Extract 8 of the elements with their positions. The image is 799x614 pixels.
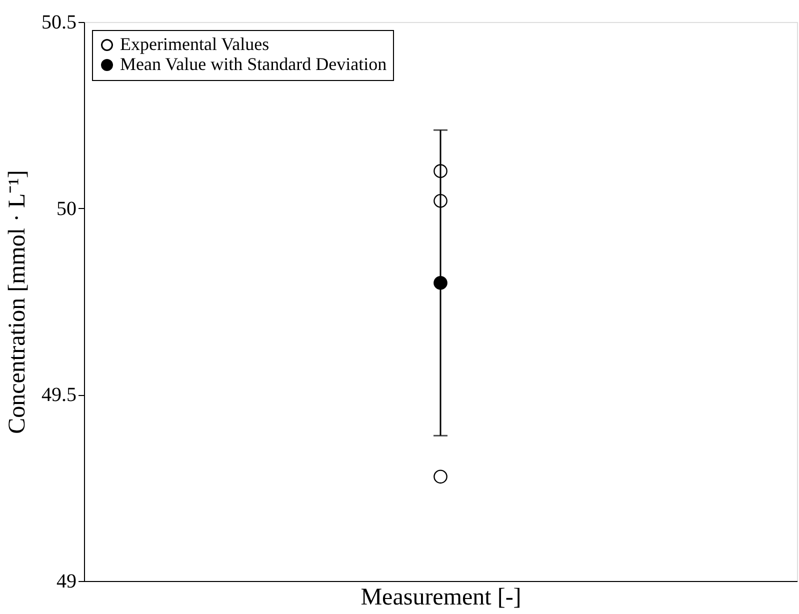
y-axis-title: Concentration [mmol · L⁻¹] xyxy=(4,170,30,434)
legend-label: Experimental Values xyxy=(120,34,270,54)
legend-label: Mean Value with Standard Deviation xyxy=(120,54,387,74)
y-tick-label: 50 xyxy=(56,198,76,220)
x-axis-title: Measurement [-] xyxy=(360,584,522,610)
y-tick-label: 49.5 xyxy=(42,384,76,406)
y-tick-label: 49 xyxy=(56,570,76,592)
y-tick-label: 50.5 xyxy=(42,12,76,34)
